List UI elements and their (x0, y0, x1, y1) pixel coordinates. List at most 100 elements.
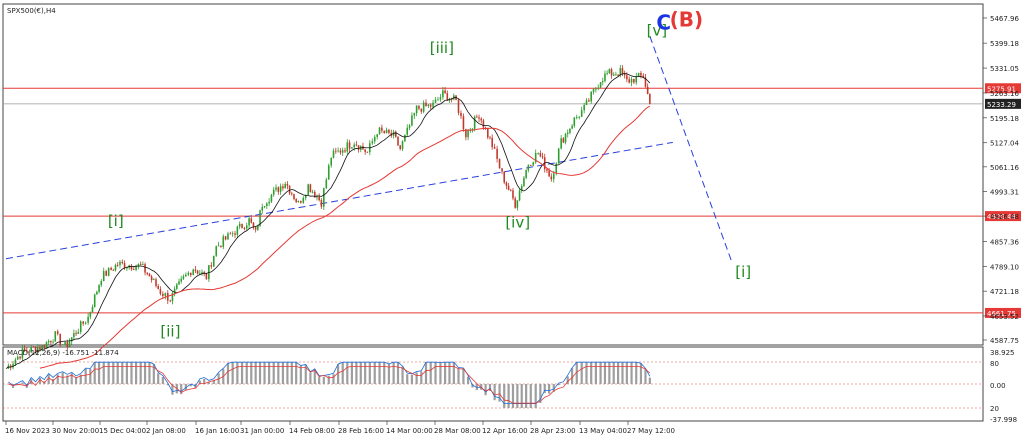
candle-body (252, 222, 255, 228)
candle-body (476, 116, 478, 118)
level-price-label: 4926.48 (987, 213, 1016, 221)
ma-slow-line (39, 105, 651, 369)
wave-label: [ii] (160, 322, 180, 340)
time-tick-label: 16 Nov 2023 (5, 427, 50, 435)
candle-body (388, 129, 390, 133)
candle-body (546, 169, 548, 171)
candle-body (366, 151, 369, 153)
candle-body (523, 177, 525, 187)
candle-body (268, 201, 270, 204)
candle-body (290, 193, 293, 195)
candle-body (612, 74, 615, 76)
candle-body (73, 333, 75, 338)
candle-body (346, 142, 349, 152)
candle-body (210, 265, 213, 267)
candle-body (427, 104, 430, 107)
candle-body (114, 265, 117, 271)
candle-body (457, 99, 460, 113)
candle-body (404, 134, 406, 142)
candle-body (61, 344, 64, 346)
candle-body (201, 272, 203, 274)
candle-body (580, 110, 583, 117)
candle-body (68, 341, 71, 347)
candle-body (569, 128, 571, 133)
candle-body (442, 90, 444, 98)
candle-body (381, 127, 383, 131)
candle-body (39, 347, 41, 350)
price-tick-label: 4587.75 (990, 337, 1019, 345)
price-tick-label: 5331.05 (990, 65, 1019, 73)
candle-body (573, 117, 576, 126)
candle-body (557, 148, 560, 164)
candle-body (89, 312, 92, 317)
candle-body (142, 264, 144, 265)
candle-body (446, 93, 449, 101)
candle-body (16, 356, 19, 360)
candle-body (615, 74, 617, 76)
candle-body (32, 346, 35, 348)
candle-body (590, 91, 592, 102)
time-tick-label: 27 May 12:00 (627, 427, 675, 435)
level-price-box (985, 211, 1021, 222)
candle-body (205, 273, 208, 280)
candle-body (176, 284, 178, 289)
candle-body (227, 233, 229, 240)
candle-body (480, 118, 483, 121)
candle-body (429, 104, 432, 107)
candle-body (187, 272, 190, 275)
candle-body (320, 200, 323, 207)
candle-body (503, 171, 506, 183)
candle-body (178, 281, 180, 285)
candle-body (450, 98, 453, 100)
candle-body (501, 168, 503, 172)
candle-body (514, 198, 516, 208)
candle-body (139, 264, 142, 265)
candle-body (327, 165, 330, 180)
candle-body (623, 74, 626, 76)
candle-body (34, 347, 37, 353)
candle-body (236, 226, 239, 235)
candle-body (245, 225, 248, 229)
candle-body (229, 233, 232, 235)
candle-body (52, 341, 54, 343)
current-price-label: 5233.29 (987, 101, 1016, 109)
candle-body (444, 90, 446, 94)
candle-body (640, 72, 642, 76)
candle-body (248, 218, 250, 226)
candle-body (592, 89, 595, 92)
candle-body (420, 108, 423, 112)
wave-label: C (656, 10, 671, 34)
candle-body (399, 145, 401, 149)
candle-body (275, 187, 277, 190)
macd-tick-label: -37.998 (990, 416, 1017, 424)
candle-body (222, 236, 225, 247)
candle-body (478, 117, 480, 119)
candle-body (311, 191, 314, 193)
candle-body (64, 342, 66, 345)
level-price-box (985, 307, 1021, 318)
candle-body (250, 218, 253, 223)
candle-body (36, 347, 39, 353)
candle-body (595, 88, 597, 90)
candle-body (323, 188, 325, 207)
candle-body (194, 269, 197, 271)
candle-body (437, 99, 439, 101)
candle-body (182, 276, 185, 279)
candle-body (534, 153, 537, 163)
candle-body (406, 127, 409, 135)
candle-body (505, 182, 508, 186)
candle-body (135, 266, 137, 270)
candle-body (525, 170, 527, 178)
candle-body (473, 116, 476, 129)
candle-body (635, 76, 638, 83)
candle-body (217, 245, 220, 247)
candle-body (102, 271, 105, 281)
candle-body (56, 331, 59, 334)
candle-body (277, 187, 280, 192)
candle-body (415, 105, 418, 114)
candle-body (330, 157, 333, 166)
candle-body (126, 267, 128, 269)
candle-body (578, 116, 581, 118)
candle-body (633, 78, 635, 83)
